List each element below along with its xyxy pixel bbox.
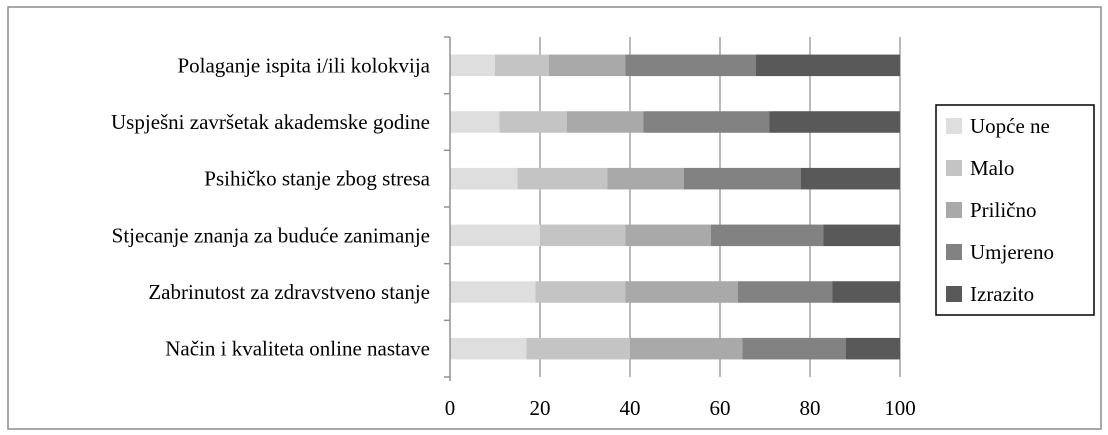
bar-uopce-ne-polaganje-ispita-i-ili-kolokvija xyxy=(450,54,495,77)
bar-uopce-ne-psihicko-stanje-zbog-stresa xyxy=(450,167,518,190)
bar-umjereno-nacin-i-kvaliteta-online-nastave xyxy=(742,337,846,360)
category-label-zabrinutost-za-zdravstveno-stanje: Zabrinutost za zdravstveno stanje xyxy=(148,280,430,304)
legend-swatch-prilicno xyxy=(946,202,962,218)
bar-malo-uspjesni-zavrsetak-akademske-godine xyxy=(499,111,567,133)
bar-izrazito-polaganje-ispita-i-ili-kolokvija xyxy=(756,54,900,77)
x-tick-label-100: 100 xyxy=(884,396,916,420)
x-tick-label-20: 20 xyxy=(530,396,551,420)
bar-umjereno-uspjesni-zavrsetak-akademske-godine xyxy=(643,111,770,133)
category-label-uspjesni-zavrsetak-akademske-godine: Uspješni završetak akademske godine xyxy=(111,110,430,134)
bar-prilicno-polaganje-ispita-i-ili-kolokvija xyxy=(549,54,626,77)
legend-label-malo: Malo xyxy=(970,156,1014,180)
bar-malo-stjecanje-znanja-za-buduce-zanimanje xyxy=(540,224,626,247)
x-tick-label-40: 40 xyxy=(620,396,641,420)
legend-swatch-uopce-ne xyxy=(946,118,962,134)
legend-label-prilicno: Prilično xyxy=(970,198,1037,222)
bar-izrazito-nacin-i-kvaliteta-online-nastave xyxy=(846,337,900,360)
bar-uopce-ne-nacin-i-kvaliteta-online-nastave xyxy=(450,337,527,360)
category-label-psihicko-stanje-zbog-stresa: Psihičko stanje zbog stresa xyxy=(204,167,430,191)
bar-izrazito-psihicko-stanje-zbog-stresa xyxy=(801,167,900,190)
category-label-polaganje-ispita-i-ili-kolokvija: Polaganje ispita i/ili kolokvija xyxy=(177,53,430,77)
legend-swatch-malo xyxy=(946,160,962,176)
bar-izrazito-uspjesni-zavrsetak-akademske-godine xyxy=(769,111,900,133)
bar-uopce-ne-zabrinutost-za-zdravstveno-stanje xyxy=(450,281,536,303)
category-label-nacin-i-kvaliteta-online-nastave: Način i kvaliteta online nastave xyxy=(165,337,430,361)
bar-uopce-ne-uspjesni-zavrsetak-akademske-godine xyxy=(450,111,500,133)
x-tick-label-80: 80 xyxy=(800,396,821,420)
bar-izrazito-stjecanje-znanja-za-buduce-zanimanje xyxy=(823,224,900,247)
category-label-stjecanje-znanja-za-buduce-zanimanje: Stjecanje znanja za buduće zanimanje xyxy=(112,223,430,247)
bar-umjereno-zabrinutost-za-zdravstveno-stanje xyxy=(738,281,833,303)
bar-prilicno-uspjesni-zavrsetak-akademske-godine xyxy=(567,111,644,133)
bar-uopce-ne-stjecanje-znanja-za-buduce-zanimanje xyxy=(450,224,540,247)
bar-prilicno-stjecanje-znanja-za-buduce-zanimanje xyxy=(625,224,711,247)
bar-prilicno-psihicko-stanje-zbog-stresa xyxy=(607,167,684,190)
legend-box xyxy=(935,104,1095,316)
bar-umjereno-polaganje-ispita-i-ili-kolokvija xyxy=(625,54,756,77)
x-tick-label-60: 60 xyxy=(710,396,731,420)
grid-lines xyxy=(539,37,901,377)
bar-izrazito-zabrinutost-za-zdravstveno-stanje xyxy=(832,281,900,303)
category-labels: Polaganje ispita i/ili kolokvija Uspješni… xyxy=(111,53,431,360)
bar-umjereno-psihicko-stanje-zbog-stresa xyxy=(684,167,801,190)
bar-umjereno-stjecanje-znanja-za-buduce-zanimanje xyxy=(711,224,824,247)
bar-prilicno-zabrinutost-za-zdravstveno-stanje xyxy=(625,281,738,303)
bar-malo-zabrinutost-za-zdravstveno-stanje xyxy=(535,281,626,303)
x-tick-label-0: 0 xyxy=(445,396,456,420)
axes: 0 20 40 60 80 100 xyxy=(444,36,916,420)
bar-malo-psihicko-stanje-zbog-stresa xyxy=(517,167,608,190)
legend-label-izrazito: Izrazito xyxy=(970,282,1034,306)
legend-swatch-izrazito xyxy=(946,286,962,302)
legend: Uopće ne Malo Prilično Umjereno Izrazito xyxy=(935,104,1095,316)
bar-malo-nacin-i-kvaliteta-online-nastave xyxy=(526,337,630,360)
bar-malo-polaganje-ispita-i-ili-kolokvija xyxy=(495,54,549,77)
bar-prilicno-nacin-i-kvaliteta-online-nastave xyxy=(630,337,743,360)
legend-swatch-umjereno xyxy=(946,244,962,260)
bars xyxy=(450,54,900,360)
legend-label-uopce-ne: Uopće ne xyxy=(970,114,1050,138)
legend-label-umjereno: Umjereno xyxy=(970,240,1054,264)
